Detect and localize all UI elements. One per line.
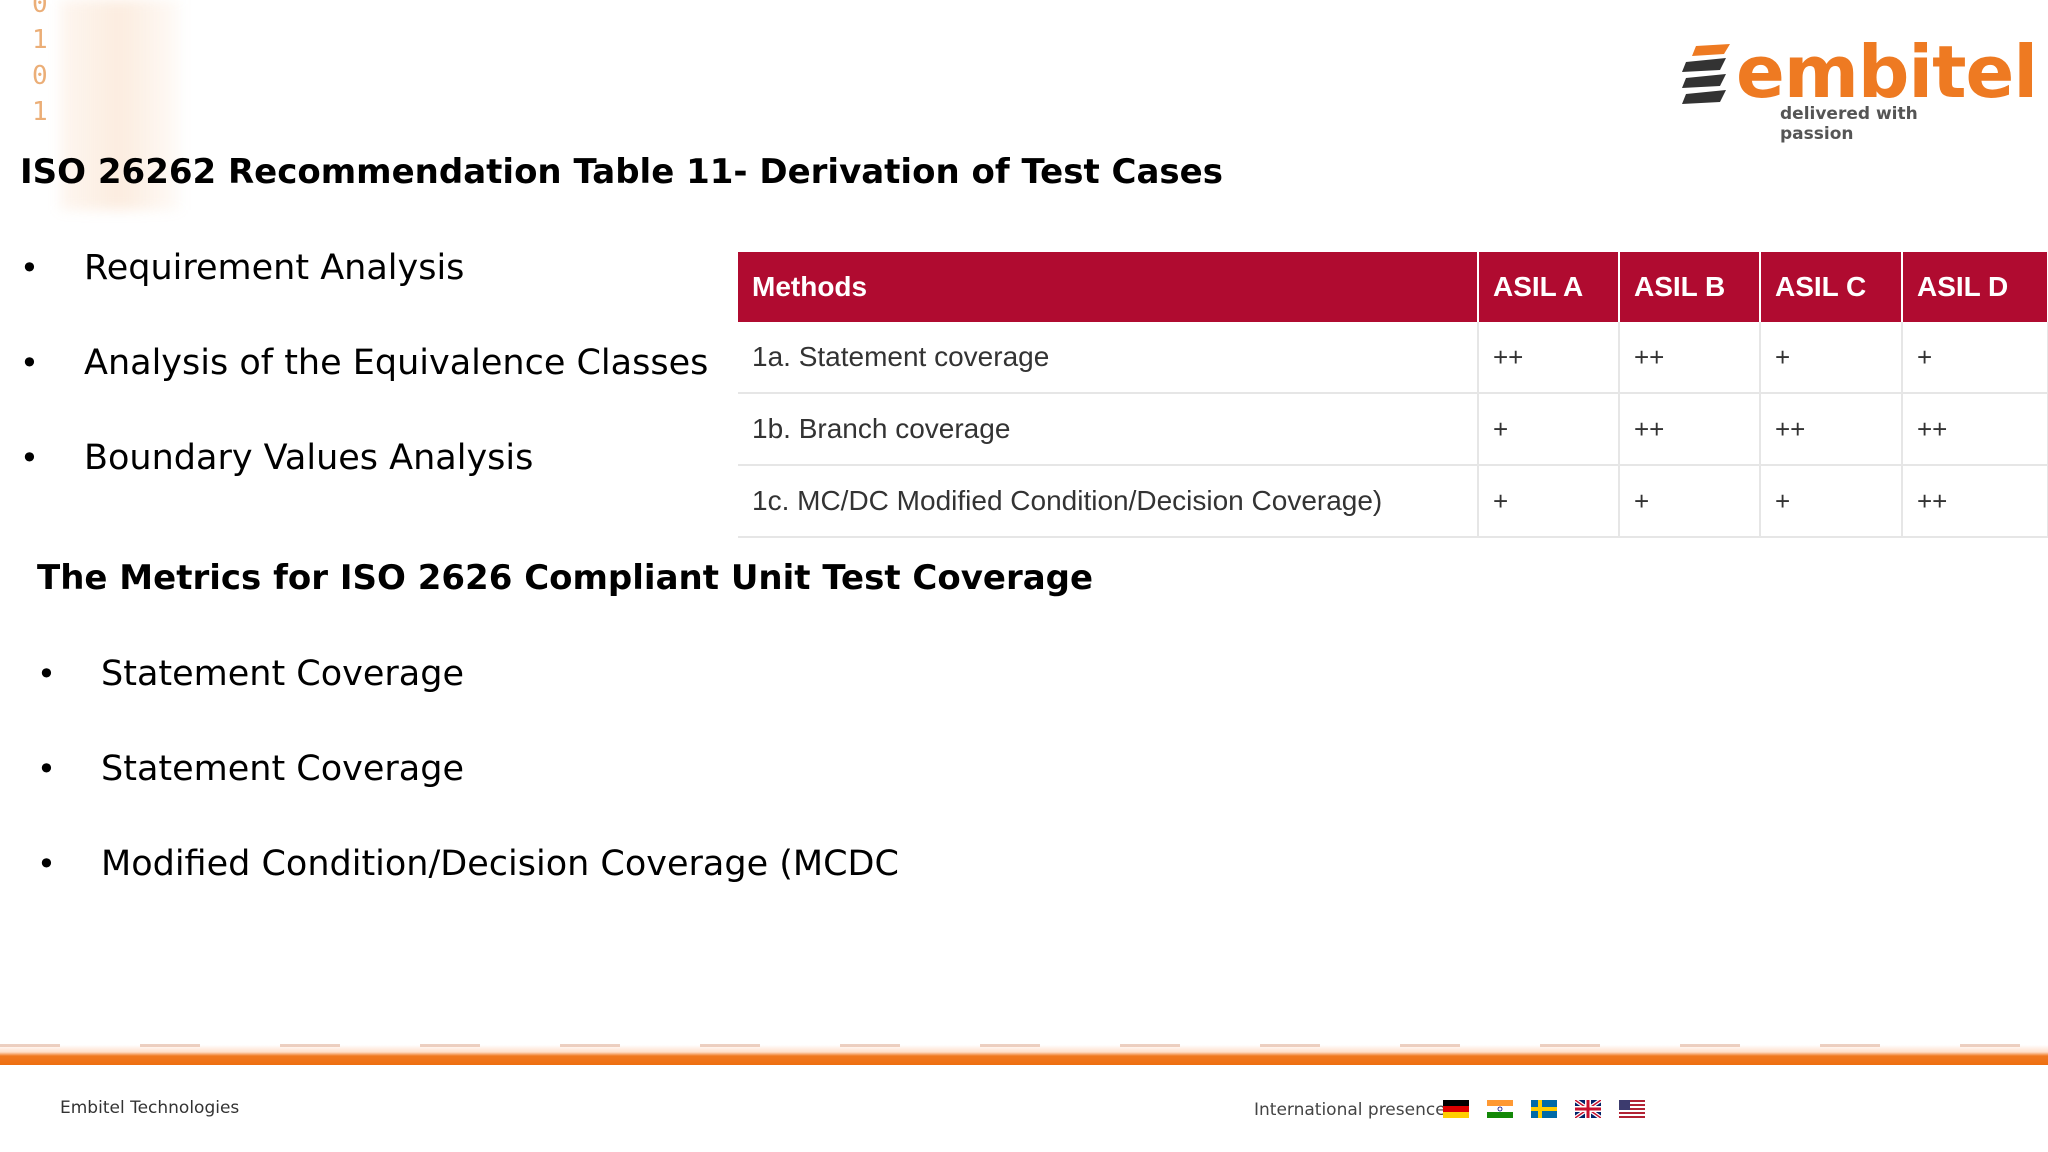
logo-wordmark: embitel — [1736, 30, 2038, 114]
bullet-dot-icon: • — [37, 655, 56, 693]
header-asil-b: ASIL B — [1619, 252, 1761, 322]
header-asil-c: ASIL C — [1760, 252, 1903, 322]
footer-company: Embitel Technologies — [60, 1098, 240, 1118]
binary-decoration: 0 1 0 1 — [32, 0, 48, 130]
method-cell: 1b. Branch coverage — [738, 393, 1479, 466]
header-methods: Methods — [738, 252, 1479, 322]
asil-cell: ++ — [1902, 465, 2048, 538]
embitel-logo-mark-icon — [1682, 44, 1730, 104]
bullet-dot-icon: • — [37, 750, 56, 788]
germany-flag-icon — [1443, 1100, 1469, 1118]
section1-title: ISO 26262 Recommendation Table 11- Deriv… — [20, 152, 1223, 192]
bullet-dot-icon: • — [20, 249, 39, 287]
logo-tagline: delivered with passion — [1780, 104, 1918, 144]
table-header-row: Methods ASIL A ASIL B ASIL C ASIL D — [738, 252, 2048, 322]
embitel-logo: embitel delivered with passion — [1680, 30, 2038, 144]
method-cell: 1c. MC/DC Modified Condition/Decision Co… — [738, 465, 1479, 538]
usa-flag-icon — [1619, 1100, 1645, 1118]
header-asil-a: ASIL A — [1478, 252, 1620, 322]
asil-cell: + — [1902, 322, 2048, 394]
sweden-flag-icon — [1531, 1100, 1557, 1118]
asil-cell: ++ — [1760, 393, 1903, 466]
asil-cell: ++ — [1619, 322, 1761, 394]
binary-digit: 1 — [32, 25, 48, 55]
bullet-dot-icon: • — [20, 344, 39, 382]
india-flag-icon — [1487, 1100, 1513, 1118]
asil-cell: ++ — [1619, 393, 1761, 466]
asil-cell: + — [1760, 322, 1903, 394]
binary-decoration-glow — [60, 0, 180, 210]
section2-title: The Metrics for ISO 2626 Compliant Unit … — [37, 558, 1094, 598]
table-row: 1c. MC/DC Modified Condition/Decision Co… — [738, 465, 2048, 538]
bullet-dot-icon: • — [20, 439, 39, 477]
asil-cell: + — [1478, 393, 1620, 466]
table-row: 1b. Branch coverage + ++ ++ ++ — [738, 393, 2048, 466]
asil-cell: + — [1760, 465, 1903, 538]
binary-digit: 0 — [32, 0, 48, 19]
uk-flag-icon — [1575, 1100, 1601, 1118]
table-row: 1a. Statement coverage ++ ++ + + — [738, 322, 2048, 394]
asil-cell: + — [1619, 465, 1761, 538]
asil-cell: + — [1478, 465, 1620, 538]
footer-presence-label: International presence: — [1254, 1100, 1452, 1120]
method-cell: 1a. Statement coverage — [738, 322, 1479, 394]
header-asil-d: ASIL D — [1902, 252, 2048, 322]
footer-orange-stripe — [0, 1045, 2048, 1065]
asil-cell: ++ — [1478, 322, 1620, 394]
bullet-dot-icon: • — [37, 845, 56, 883]
binary-digit: 0 — [32, 61, 48, 91]
asil-cell: ++ — [1902, 393, 2048, 466]
binary-digit: 1 — [32, 97, 48, 127]
asil-recommendation-table: Methods ASIL A ASIL B ASIL C ASIL D 1a. … — [738, 252, 2048, 538]
